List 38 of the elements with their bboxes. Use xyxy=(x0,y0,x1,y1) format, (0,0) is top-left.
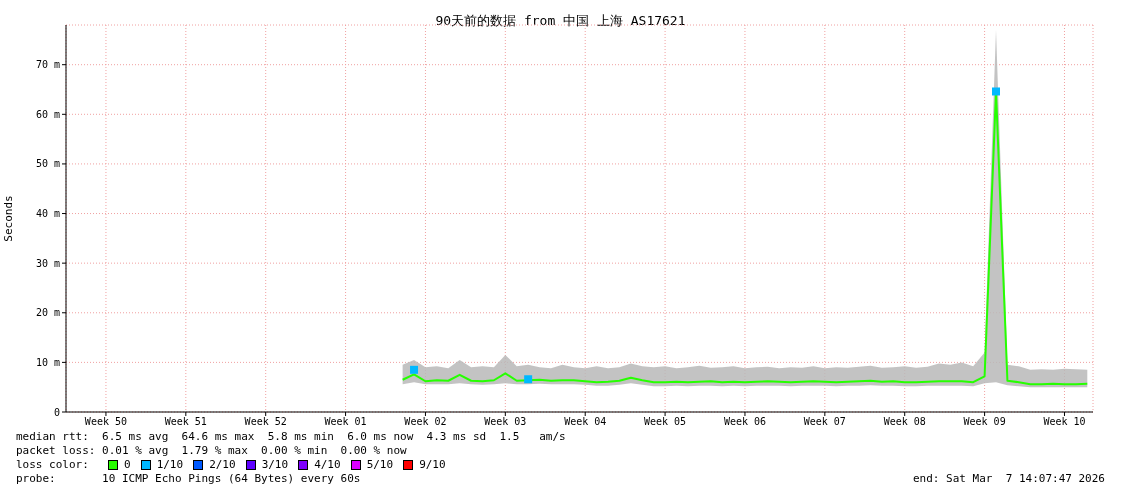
x-tick-label: Week 09 xyxy=(963,416,1006,428)
legend-label: 3/10 xyxy=(261,458,289,472)
y-tick-label: 70 m xyxy=(35,59,60,71)
text: packet loss: 0.01 % avg 1.79 % max 0.00 % min 0.00 % now xyxy=(16,444,408,458)
x-tick-label: Week 06 xyxy=(723,416,767,428)
x-tick-label: Week 10 xyxy=(1043,416,1086,428)
y-tick-label: 40 m xyxy=(35,208,60,220)
y-axis-title: Seconds xyxy=(1,195,15,242)
legend-label: 2/10 xyxy=(209,458,236,472)
legend-label: 5/10 xyxy=(366,458,394,472)
legend-title: loss color: xyxy=(16,458,90,472)
x-tick-label: Week 02 xyxy=(404,416,447,428)
chart-title: 90天前的数据 from 中国 上海 AS17621 xyxy=(434,12,687,30)
legend-label: 4/10 xyxy=(314,458,341,472)
text: probe: 10 ICMP Echo Pings (64 Bytes) every 60s xyxy=(16,472,362,486)
legend-label: 1/10 xyxy=(156,458,184,472)
x-tick-label: Week 51 xyxy=(164,416,207,428)
x-tick-label: Week 07 xyxy=(803,416,846,428)
text: median rtt: 6.5 ms avg 64.6 ms max 5.8 ms min 6.0 ms now 4.3 ms sd 1.5 am/s xyxy=(16,430,566,444)
x-tick-label: Week 05 xyxy=(644,416,687,428)
x-tick-label: Week 01 xyxy=(324,416,367,428)
y-tick-label: 0 xyxy=(53,406,60,418)
x-tick-label: Week 03 xyxy=(484,416,527,428)
y-tick-label: 20 m xyxy=(35,307,60,319)
legend-label: 0 xyxy=(124,458,131,472)
point xyxy=(410,365,419,374)
point xyxy=(992,87,1001,96)
y-tick-label: 50 m xyxy=(35,158,60,170)
y-tick-label: 60 m xyxy=(35,108,60,120)
y-tick-label: 30 m xyxy=(35,257,60,269)
legend-label: 9/10 xyxy=(419,458,446,472)
x-tick-label: Week 52 xyxy=(244,416,287,428)
point xyxy=(524,375,533,384)
x-tick-label: Week 04 xyxy=(564,416,607,428)
x-tick-label: Week 08 xyxy=(883,416,926,428)
x-tick-label: Week 50 xyxy=(84,416,128,428)
text: end: Sat Mar 7 14:07:47 2026 xyxy=(912,472,1105,485)
y-tick-label: 10 m xyxy=(35,356,60,368)
